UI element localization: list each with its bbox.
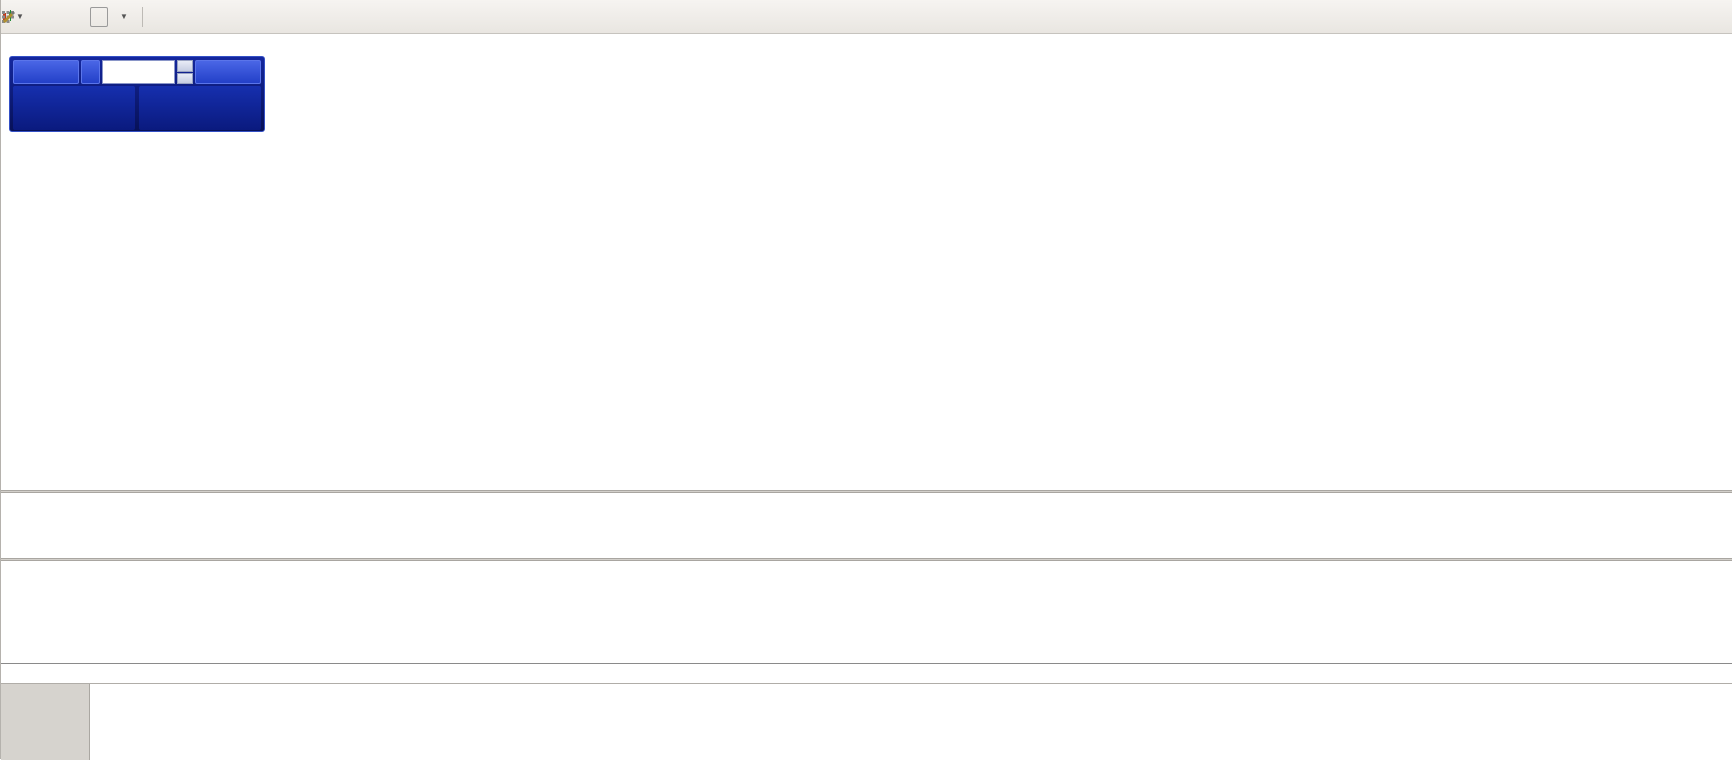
sell-price[interactable] bbox=[13, 86, 135, 130]
volume-dropdown-icon[interactable] bbox=[81, 60, 100, 84]
panel-separator[interactable] bbox=[1, 558, 1732, 561]
buy-price[interactable] bbox=[139, 86, 261, 130]
rsi-panel bbox=[1, 561, 1732, 663]
text-tool-icon[interactable] bbox=[62, 4, 88, 30]
chevron-down-icon: ▼ bbox=[120, 12, 128, 21]
chevron-down-icon: ▼ bbox=[16, 12, 24, 21]
one-click-trading-panel bbox=[9, 56, 265, 132]
volume-input[interactable] bbox=[102, 60, 175, 84]
template-icon[interactable] bbox=[90, 6, 108, 27]
grid-icon[interactable] bbox=[2, 4, 60, 30]
panel-separator[interactable] bbox=[1, 490, 1732, 493]
draw-tool-icon[interactable]: ▼ bbox=[3, 4, 136, 30]
pencil-icon bbox=[3, 11, 15, 23]
volume-stepper bbox=[177, 60, 193, 84]
bottom-panel bbox=[1, 683, 1732, 760]
buy-button[interactable] bbox=[195, 60, 261, 84]
volume-up-icon[interactable] bbox=[177, 60, 193, 72]
time-axis[interactable] bbox=[1, 663, 1732, 684]
toolbar-separator bbox=[142, 6, 143, 27]
sell-button[interactable] bbox=[13, 60, 79, 84]
bottom-corner-block bbox=[1, 684, 90, 760]
macd-panel bbox=[1, 493, 1732, 558]
toolbar: ▼ ▼ bbox=[1, 0, 1732, 34]
volume-down-icon[interactable] bbox=[177, 72, 193, 84]
